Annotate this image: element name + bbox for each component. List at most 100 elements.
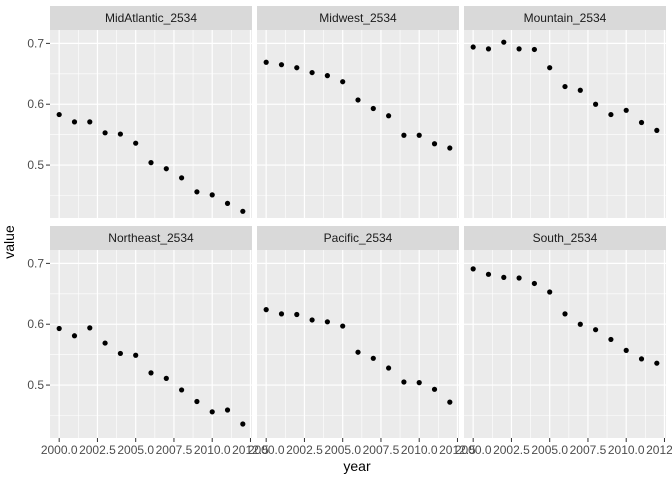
facet-strip-label: Mountain_2534 bbox=[524, 11, 607, 25]
data-point bbox=[294, 311, 300, 318]
data-point bbox=[278, 62, 285, 68]
data-point bbox=[501, 39, 507, 45]
x-tick-label: 2000.0 bbox=[41, 443, 78, 457]
data-point bbox=[431, 141, 438, 147]
data-point bbox=[209, 192, 215, 198]
data-point bbox=[355, 97, 361, 103]
data-point bbox=[263, 59, 269, 65]
facet-strip-label: MidAtlantic_2534 bbox=[105, 11, 197, 25]
y-tick-label: 0.5 bbox=[27, 378, 44, 392]
data-point bbox=[340, 79, 346, 85]
x-tick-label: 2005.0 bbox=[531, 443, 568, 457]
panel-background bbox=[464, 250, 666, 438]
data-point bbox=[516, 46, 522, 52]
data-point bbox=[608, 336, 614, 343]
data-point bbox=[56, 325, 62, 332]
facet-panel: Mountain_2534 bbox=[464, 6, 666, 218]
panel-background bbox=[464, 30, 666, 218]
x-axis-ticks: 2000.0 2002.5 2005.0 2007.5 2010.0 2012.52000… bbox=[41, 438, 672, 457]
x-tick-label: 2000.0 bbox=[248, 443, 285, 457]
x-tick-label: 2002.5 bbox=[493, 443, 530, 457]
data-point bbox=[401, 132, 407, 138]
data-point bbox=[370, 105, 376, 112]
panels-layer: MidAtlantic_2534 Midwest_2534 Mountain_253… bbox=[50, 6, 666, 438]
y-tick-label: 0.6 bbox=[27, 317, 44, 331]
data-point bbox=[163, 166, 169, 172]
facet-strip bbox=[464, 6, 666, 30]
data-point bbox=[163, 375, 169, 381]
data-point bbox=[355, 349, 361, 355]
data-point bbox=[447, 399, 453, 405]
data-point bbox=[117, 350, 123, 357]
facet-strip-label: Northeast_2534 bbox=[108, 231, 194, 245]
data-point bbox=[194, 398, 200, 405]
data-point bbox=[470, 44, 476, 50]
data-point bbox=[324, 319, 330, 325]
data-point bbox=[87, 325, 93, 331]
data-point bbox=[470, 266, 476, 272]
data-point bbox=[431, 386, 438, 392]
y-tick-label: 0.7 bbox=[27, 256, 44, 270]
data-point bbox=[194, 189, 200, 195]
data-point bbox=[56, 111, 62, 118]
data-point bbox=[179, 387, 185, 393]
data-point bbox=[133, 140, 139, 146]
data-point bbox=[148, 370, 154, 376]
data-point bbox=[71, 333, 78, 339]
data-point bbox=[340, 323, 346, 329]
data-point bbox=[547, 289, 553, 295]
data-point bbox=[623, 347, 629, 353]
x-tick-label: 2007.5 bbox=[363, 443, 400, 457]
data-point bbox=[71, 119, 78, 125]
facet-strip bbox=[257, 226, 459, 250]
data-point bbox=[531, 280, 537, 287]
facet-panel: South_2534 bbox=[464, 226, 666, 438]
data-point bbox=[623, 107, 629, 113]
x-tick-label: 2005.0 bbox=[324, 443, 361, 457]
data-point bbox=[102, 340, 108, 346]
data-point bbox=[447, 145, 453, 151]
facet-panel: Pacific_2534 bbox=[257, 226, 459, 438]
facet-panel: Northeast_2534 bbox=[50, 226, 252, 438]
data-point bbox=[654, 360, 660, 366]
data-point bbox=[577, 87, 583, 93]
facet-strip-label: South_2534 bbox=[533, 231, 598, 245]
data-point bbox=[401, 379, 407, 385]
data-point bbox=[386, 113, 392, 119]
x-tick-label: 2012.5 bbox=[439, 443, 476, 457]
data-point bbox=[608, 111, 614, 118]
facet-strip bbox=[257, 6, 459, 30]
data-point bbox=[278, 311, 285, 317]
facet-panel: Midwest_2534 bbox=[257, 6, 459, 218]
data-point bbox=[179, 175, 185, 181]
data-point bbox=[654, 127, 660, 133]
x-tick-label: 2012.5 bbox=[646, 443, 672, 457]
data-point bbox=[638, 119, 645, 126]
x-tick-label: 2002.5 bbox=[79, 443, 116, 457]
data-point bbox=[386, 365, 392, 371]
x-axis-title: year bbox=[343, 458, 371, 474]
y-tick-label: 0.7 bbox=[27, 36, 44, 50]
data-point bbox=[209, 409, 215, 415]
data-point bbox=[224, 200, 231, 206]
panel-background bbox=[50, 250, 252, 438]
x-tick-label: 2010.0 bbox=[194, 443, 231, 457]
y-tick-label: 0.5 bbox=[27, 158, 44, 172]
x-tick-label: 2007.5 bbox=[570, 443, 607, 457]
x-tick-label: 2010.0 bbox=[608, 443, 645, 457]
data-point bbox=[531, 46, 537, 53]
x-tick-label: 2007.5 bbox=[156, 443, 193, 457]
data-point bbox=[416, 380, 422, 386]
facet-panel: MidAtlantic_2534 bbox=[50, 6, 252, 218]
data-point bbox=[577, 321, 583, 327]
facet-strip bbox=[464, 226, 666, 250]
data-point bbox=[309, 317, 315, 323]
data-point bbox=[87, 119, 93, 125]
data-point bbox=[547, 65, 553, 71]
data-point bbox=[593, 101, 599, 107]
data-point bbox=[638, 356, 645, 362]
data-point bbox=[224, 407, 231, 413]
facet-strip bbox=[50, 226, 252, 250]
data-point bbox=[324, 73, 330, 79]
